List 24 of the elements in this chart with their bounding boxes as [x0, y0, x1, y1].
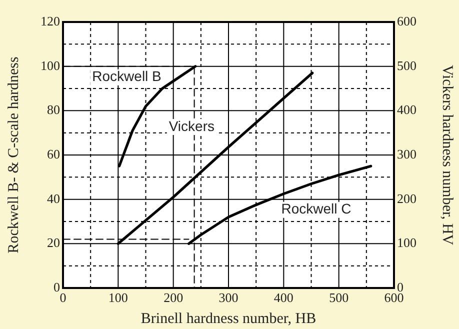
- y-tick-label: 40: [47, 190, 60, 206]
- y-tick-label: 20: [47, 235, 60, 250]
- x-axis-title: Brinell hardness number, HB: [140, 310, 316, 327]
- x-tick-label: 100: [108, 290, 128, 306]
- y2-tick-label: 200: [397, 190, 416, 206]
- y2-tick-label: 300: [397, 146, 416, 162]
- y2-tick-label: 600: [397, 13, 416, 28]
- y2-tick-label: 400: [397, 102, 416, 118]
- y-tick-label: 0: [54, 279, 60, 294]
- y-tick-label: 60: [47, 146, 60, 162]
- series-label: Vickers: [168, 118, 214, 134]
- x-tick-label: 500: [329, 290, 349, 306]
- series-label: Rockwell C: [281, 200, 352, 217]
- y2-tick-label: 100: [397, 235, 416, 250]
- y-axis-title: Rockwell B- & C-scale hardness: [6, 56, 22, 254]
- x-tick-label: 300: [218, 290, 238, 306]
- x-tick-label: 400: [274, 290, 294, 306]
- y-tick-label: 80: [47, 102, 60, 118]
- y2-axis-title: Vickers hardness number, HV: [439, 64, 456, 246]
- y-tick-label: 120: [40, 13, 60, 28]
- series-label: Rockwell B: [92, 68, 162, 84]
- y-tick-label: 100: [40, 58, 60, 73]
- y2-tick-label: 500: [397, 58, 416, 73]
- x-tick-label: 200: [164, 290, 184, 306]
